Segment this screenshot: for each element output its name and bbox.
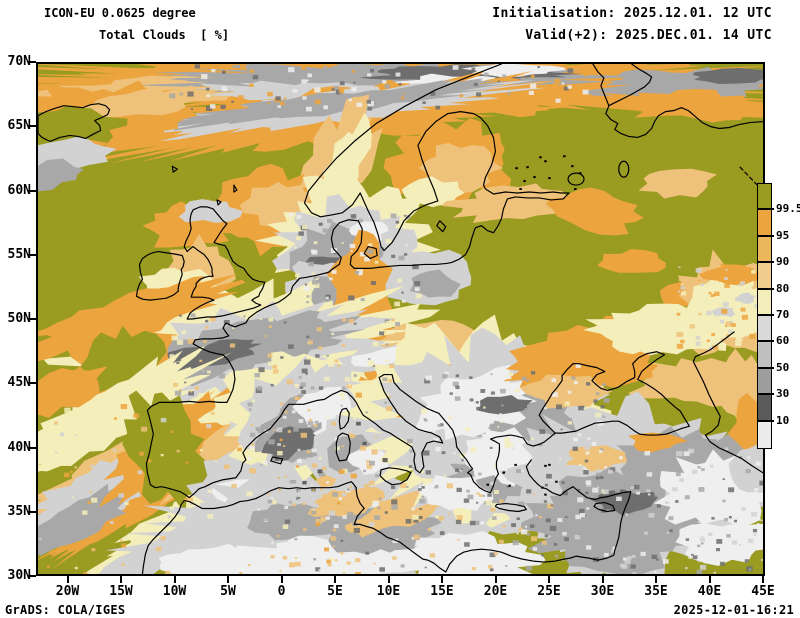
lon-tick — [334, 576, 336, 583]
lon-tick — [387, 576, 390, 583]
creation-timestamp: 2025-12-01-16:21 — [673, 603, 794, 617]
lon-tick — [280, 576, 283, 583]
lat-tick — [28, 189, 36, 192]
grads-credit: GrADS: COLA/IGES — [5, 603, 126, 617]
lon-tick — [120, 576, 122, 583]
colorbar-tick-label: 10 — [776, 413, 790, 427]
lat-tick — [28, 318, 36, 320]
lat-label: 50N — [7, 311, 31, 326]
lat-label: 70N — [7, 54, 31, 69]
lon-label: 15W — [109, 584, 133, 599]
lon-tick — [655, 576, 657, 583]
lon-tick — [173, 576, 176, 583]
variable-title: Total Clouds [ %] — [99, 28, 230, 42]
colorbar-tick — [757, 261, 774, 264]
lat-label: 35N — [7, 503, 31, 519]
colorbar-tick-label: 30 — [776, 387, 790, 401]
lon-tick — [494, 576, 497, 583]
lat-tick — [28, 575, 36, 577]
colorbar-segment — [758, 184, 771, 211]
lat-tick — [28, 382, 36, 385]
colorbar-tick — [757, 234, 774, 237]
colorbar-tick — [757, 340, 774, 343]
lon-label: 20W — [55, 584, 80, 599]
colorbar-tick-label: 95 — [776, 228, 790, 242]
europe-total-clouds-map — [38, 64, 763, 574]
lon-label: 25E — [537, 584, 561, 599]
colorbar-segment — [758, 342, 771, 369]
colorbar-segment — [758, 263, 771, 290]
colorbar-tick — [757, 314, 774, 316]
lon-label: 10E — [376, 584, 401, 599]
lon-tick — [227, 576, 229, 583]
lat-label: 55N — [7, 246, 31, 262]
lon-tick — [708, 576, 711, 583]
colorbar-segment — [758, 368, 771, 396]
colorbar-tick-label: 80 — [776, 281, 790, 295]
lon-label: 0 — [277, 584, 286, 599]
colorbar-tick — [757, 208, 774, 211]
lat-label: 40N — [7, 439, 31, 455]
colorbar-segment — [758, 210, 771, 237]
island-lake-dots — [486, 155, 582, 496]
lat-tick — [28, 125, 36, 128]
colorbar-tick-label: 99.5 — [776, 202, 800, 216]
lon-label: 5W — [220, 584, 236, 599]
colorbar — [757, 183, 772, 449]
cloud-speckles — [39, 64, 763, 574]
colorbar-tick-label: 50 — [776, 360, 790, 374]
init-time-label: Initialisation: 2025.12.01. 12 UTC — [492, 6, 772, 21]
colorbar-tick — [757, 287, 774, 290]
lon-label: 40E — [697, 584, 722, 599]
colorbar-segment — [758, 395, 771, 422]
lon-label: 30E — [590, 584, 615, 599]
lon-tick — [762, 576, 764, 583]
lon-tick — [66, 576, 69, 583]
lon-tick — [548, 576, 550, 583]
cloud-blobs — [38, 64, 763, 574]
colorbar-segment — [758, 316, 771, 343]
lon-label: 45E — [751, 584, 775, 599]
model-title: ICON-EU 0.0625 degree — [44, 6, 196, 20]
lat-tick — [28, 510, 36, 513]
colorbar-segment — [758, 421, 771, 449]
lon-label: 15E — [430, 584, 454, 599]
lat-tick — [28, 253, 36, 256]
lon-tick — [601, 576, 604, 583]
lat-tick — [28, 446, 36, 449]
lat-label: 65N — [7, 118, 31, 134]
lon-label: 20E — [483, 584, 508, 599]
colorbar-segment — [758, 236, 771, 264]
lat-label: 60N — [7, 182, 31, 198]
lat-label: 30N — [7, 568, 31, 583]
colorbar-tick — [757, 366, 774, 369]
map-frame — [36, 62, 765, 576]
colorbar-segment — [758, 289, 771, 317]
lat-tick — [28, 61, 36, 63]
colorbar-tick-label: 60 — [776, 334, 790, 348]
colorbar-tick-label: 90 — [776, 255, 790, 269]
lon-tick — [441, 576, 443, 583]
colorbar-tick-label: 70 — [776, 308, 790, 321]
colorbar-tick — [757, 393, 774, 396]
colorbar-tick — [757, 419, 774, 422]
lon-label: 10W — [162, 584, 187, 599]
valid-time-label: Valid(+2): 2025.DEC.01. 14 UTC — [525, 28, 772, 43]
lon-label: 5E — [327, 584, 343, 599]
lon-label: 35E — [644, 584, 668, 599]
lat-label: 45N — [7, 375, 31, 391]
